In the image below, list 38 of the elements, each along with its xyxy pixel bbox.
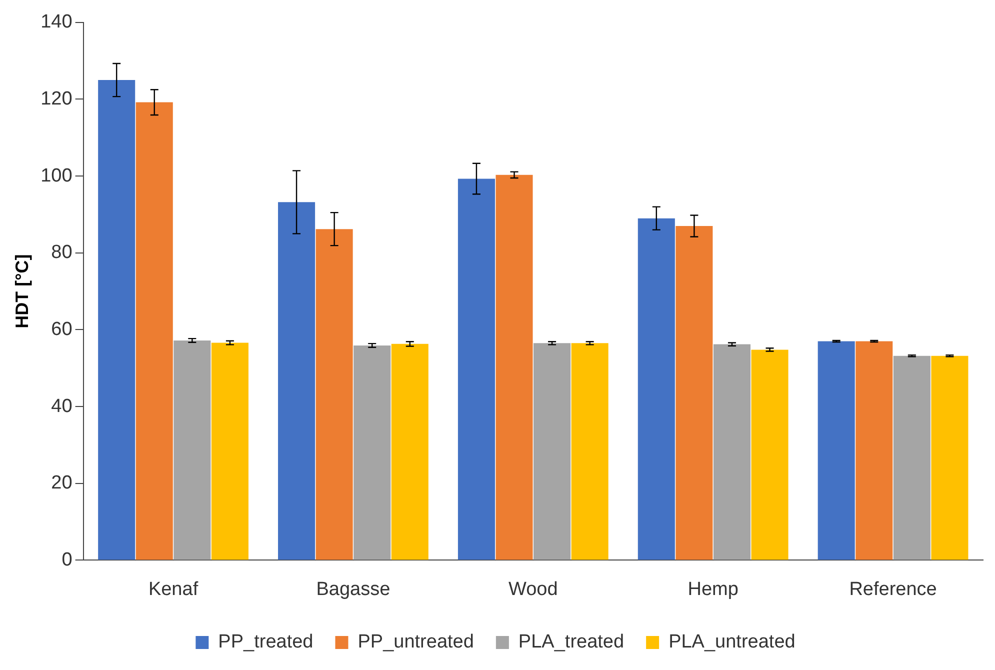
x-tick-label: Bagasse <box>316 578 390 600</box>
bar <box>496 174 533 560</box>
x-tick-label: Wood <box>508 578 558 600</box>
legend-label: PLA_treated <box>518 632 624 653</box>
bar <box>818 341 855 560</box>
bar <box>391 344 428 560</box>
bar <box>354 345 391 560</box>
bar <box>136 102 173 560</box>
x-tick-label: Reference <box>849 578 937 600</box>
y-tick-label: 120 <box>40 88 72 110</box>
bar <box>713 344 750 560</box>
y-tick-label: 60 <box>51 318 72 340</box>
y-tick-label: 80 <box>51 242 72 264</box>
x-tick-label: Hemp <box>688 578 738 600</box>
bar <box>638 218 675 560</box>
bar <box>458 178 495 560</box>
legend-label: PP_treated <box>218 632 314 653</box>
y-tick-label: 20 <box>51 472 72 494</box>
legend-label: PP_untreated <box>358 632 474 653</box>
bar <box>98 80 136 560</box>
bar <box>211 342 248 560</box>
bar <box>316 229 353 560</box>
bar <box>931 356 968 560</box>
x-tick-label: Kenaf <box>148 578 199 600</box>
y-tick-label: 40 <box>51 396 72 417</box>
bar <box>534 343 571 560</box>
y-axis-title: HDT [°C] <box>12 254 32 328</box>
bar <box>676 226 713 560</box>
y-tick-label: 140 <box>40 12 72 33</box>
bar <box>571 343 608 560</box>
legend-label: PLA_untreated <box>668 632 796 653</box>
y-tick-label: 100 <box>40 165 72 186</box>
bar <box>856 341 893 560</box>
bar <box>751 350 788 560</box>
y-tick-label: 0 <box>62 549 72 570</box>
bar <box>174 340 211 560</box>
bar <box>278 202 316 560</box>
bar <box>893 356 930 560</box>
